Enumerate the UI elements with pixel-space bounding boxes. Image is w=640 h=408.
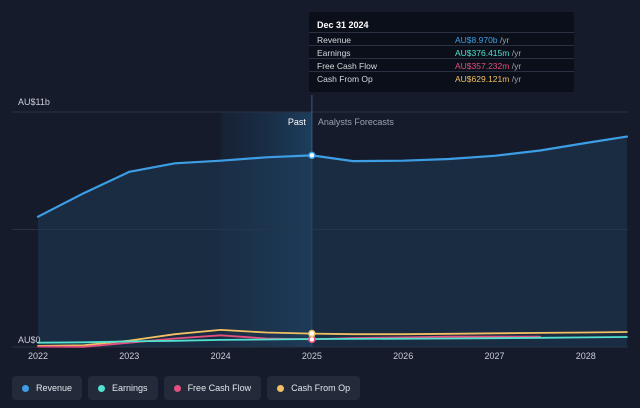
series-line-cash-from-op <box>37 329 628 347</box>
legend-label: Earnings <box>112 383 148 393</box>
legend-item-revenue[interactable]: Revenue <box>12 376 83 400</box>
legend-dot-icon <box>98 384 106 392</box>
legend-item-earnings[interactable]: Earnings <box>88 376 158 400</box>
tooltip-value: AU$629.121m /yr <box>455 74 522 84</box>
revenue-area <box>38 136 627 347</box>
tooltip: Dec 31 2024 Revenue AU$8.970b /yr Earnin… <box>309 12 574 92</box>
tooltip-label: Cash From Op <box>317 74 373 84</box>
y-tick-label: AU$11b <box>18 97 50 107</box>
marker-revenue <box>308 151 316 160</box>
tooltip-date: Dec 31 2024 <box>317 20 369 30</box>
x-tick-label: 2028 <box>576 351 596 361</box>
series-line-revenue <box>36 135 628 218</box>
legend-item-cash-from-op[interactable]: Cash From Op <box>267 376 361 400</box>
legend: Revenue Earnings Free Cash Flow Cash Fro… <box>12 376 361 400</box>
x-tick-label: 2024 <box>211 351 231 361</box>
legend-item-free-cash-flow[interactable]: Free Cash Flow <box>163 376 262 400</box>
marker-cash-from-op <box>308 329 316 338</box>
x-tick-label: 2027 <box>484 351 504 361</box>
legend-label: Free Cash Flow <box>187 383 252 393</box>
legend-dot-icon <box>277 384 285 392</box>
x-tick-label: 2026 <box>393 351 413 361</box>
tooltip-row-revenue: Revenue AU$8.970b /yr <box>309 32 574 46</box>
legend-dot-icon <box>173 384 181 392</box>
legend-label: Revenue <box>36 383 73 393</box>
tooltip-label: Free Cash Flow <box>317 61 377 71</box>
series-line-earnings <box>37 336 628 344</box>
y-tick-label: AU$0 <box>18 335 41 345</box>
tooltip-value: AU$357.232m /yr <box>455 61 522 71</box>
tooltip-label: Earnings <box>317 48 351 58</box>
x-tick-label: 2025 <box>302 351 322 361</box>
x-tick-label: 2023 <box>119 351 139 361</box>
tooltip-value: AU$376.415m /yr <box>455 48 522 58</box>
tooltip-value: AU$8.970b /yr <box>455 35 510 45</box>
legend-dot-icon <box>22 384 29 392</box>
tooltip-label: Revenue <box>317 35 352 45</box>
past-label: Past <box>288 117 307 127</box>
tooltip-row-earnings: Earnings AU$376.415m /yr <box>309 45 574 59</box>
x-tick-label: 2022 <box>28 351 48 361</box>
tooltip-row-cash-from-op: Cash From Op AU$629.121m /yr <box>309 71 574 85</box>
tooltip-row-free-cash-flow: Free Cash Flow AU$357.232m /yr <box>309 58 574 72</box>
forecast-label: Analysts Forecasts <box>318 117 395 127</box>
legend-label: Cash From Op <box>291 383 351 393</box>
